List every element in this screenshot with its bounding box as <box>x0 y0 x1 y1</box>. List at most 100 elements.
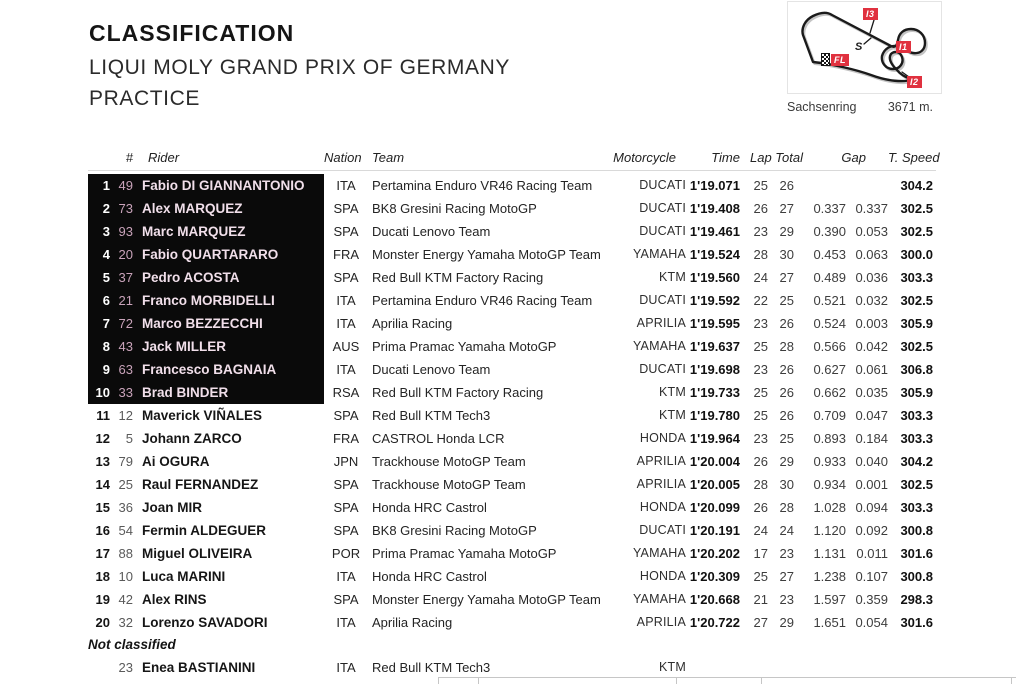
cell-team: Honda HRC Castrol <box>372 500 487 515</box>
cell-rider-name: Raul FERNANDEZ <box>142 477 259 492</box>
table-row: 3 93 Marc MARQUEZ SPA Ducati Lenovo Team… <box>88 220 936 243</box>
cell-nation: SPA <box>333 523 359 538</box>
cell-total: 28 <box>779 339 794 354</box>
cell-rider-name: Alex RINS <box>142 592 207 607</box>
cell-gap-previous: 0.036 <box>855 270 888 285</box>
cell-rider-number: 49 <box>112 174 134 197</box>
cell-total: 24 <box>779 523 794 538</box>
cell-position: 18 <box>95 569 110 584</box>
cell-nation: SPA <box>333 270 359 285</box>
cell-rider-name: Franco MORBIDELLI <box>134 289 324 312</box>
cell-gap-previous: 0.359 <box>855 592 888 607</box>
table-header-row: # Rider Nation Team Motorcycle Time Lap … <box>88 146 940 171</box>
cell-gap-first: 0.627 <box>813 362 846 377</box>
cell-motorcycle: APRILIA <box>636 316 686 330</box>
cell-motorcycle: DUCATI <box>639 362 686 376</box>
cell-time: 1'19.560 <box>689 270 740 285</box>
cell-position: 17 <box>95 546 110 561</box>
cell-motorcycle: YAMAHA <box>632 247 686 261</box>
cell-rider-number: 93 <box>112 220 134 243</box>
cell-rider-name: Brad BINDER <box>134 381 324 404</box>
cell-top-speed: 303.3 <box>900 270 933 285</box>
cell-motorcycle: KTM <box>659 660 686 674</box>
cell-nation: ITA <box>336 615 356 630</box>
cell-team: Trackhouse MotoGP Team <box>372 454 526 469</box>
cell-total <box>768 656 794 679</box>
track-caption: Sachsenring 3671 m. <box>787 100 933 114</box>
cell-position: 13 <box>95 454 110 469</box>
cell-nation: ITA <box>336 569 356 584</box>
cell-rider-number: 20 <box>112 243 134 266</box>
table-row: 1 49 Fabio DI GIANNANTONIO ITA Pertamina… <box>88 174 936 197</box>
cell-position: 8 <box>88 335 112 358</box>
cell-motorcycle: YAMAHA <box>632 546 686 560</box>
cell-rider-name: Enea BASTIANINI <box>142 660 256 675</box>
table-row: 17 88 Miguel OLIVEIRA POR Prima Pramac Y… <box>88 542 936 565</box>
cell-rider-number: 32 <box>118 615 133 630</box>
cell-rider-name: Francesco BAGNAIA <box>134 358 324 381</box>
cell-total: 30 <box>779 247 794 262</box>
cell-top-speed: 306.8 <box>900 362 933 377</box>
cell-gap-first: 0.709 <box>813 408 846 423</box>
cell-rider-number: 5 <box>125 431 133 446</box>
cell-top-speed: 301.6 <box>900 546 933 561</box>
col-nation: Nation <box>324 150 362 165</box>
cell-time <box>686 656 740 679</box>
cell-gap-first: 1.651 <box>813 615 846 630</box>
cell-time: 1'19.698 <box>689 362 740 377</box>
cell-motorcycle: DUCATI <box>639 293 686 307</box>
cell-total: 23 <box>779 546 794 561</box>
cell-gap-first: 0.390 <box>813 224 846 239</box>
sector-label-i2: I2 <box>907 76 922 88</box>
cell-nation: ITA <box>336 316 356 331</box>
table-row: 10 33 Brad BINDER RSA Red Bull KTM Facto… <box>88 381 936 404</box>
cell-top-speed: 303.3 <box>900 408 933 423</box>
cell-motorcycle: HONDA <box>639 569 686 583</box>
cell-motorcycle: DUCATI <box>639 178 686 192</box>
cell-rider-number: 72 <box>112 312 134 335</box>
cell-lap: 17 <box>753 546 768 561</box>
cell-gap-first: 1.028 <box>813 500 846 515</box>
cell-nation: SPA <box>333 224 359 239</box>
cell-gap-first: 0.566 <box>813 339 846 354</box>
cell-gap-previous: 0.337 <box>855 201 888 216</box>
cell-team: Trackhouse MotoGP Team <box>372 477 526 492</box>
cell-rider-number: 63 <box>112 358 134 381</box>
cell-lap: 25 <box>753 339 768 354</box>
cell-position: 6 <box>88 289 112 312</box>
cell-total: 26 <box>779 408 794 423</box>
table-row: 12 5 Johann ZARCO FRA CASTROL Honda LCR … <box>88 427 936 450</box>
cell-motorcycle: DUCATI <box>639 201 686 215</box>
cell-top-speed: 304.2 <box>900 178 933 193</box>
speed-trap-label: S <box>855 41 863 53</box>
cell-nation: ITA <box>336 293 356 308</box>
cell-team: Red Bull KTM Tech3 <box>372 408 491 423</box>
cell-top-speed: 304.2 <box>900 454 933 469</box>
cell-lap <box>740 656 768 679</box>
cell-position: 16 <box>95 523 110 538</box>
cell-position: 2 <box>88 197 112 220</box>
cell-rider-name: Luca MARINI <box>142 569 226 584</box>
cell-position: 11 <box>96 408 110 423</box>
track-name: Sachsenring <box>787 100 857 114</box>
cell-position <box>88 656 112 679</box>
cell-rider-number: 25 <box>118 477 133 492</box>
cell-rider-name: Fabio QUARTARARO <box>134 243 324 266</box>
cell-rider-name: Johann ZARCO <box>142 431 242 446</box>
cell-time: 1'20.668 <box>689 592 740 607</box>
cell-motorcycle: KTM <box>659 408 686 422</box>
cell-gap-previous: 0.035 <box>855 385 888 400</box>
cell-top-speed: 303.3 <box>900 431 933 446</box>
cell-top-speed: 305.9 <box>900 316 933 331</box>
cell-team: BK8 Gresini Racing MotoGP <box>372 523 537 538</box>
cell-total: 27 <box>779 270 794 285</box>
cell-gap-previous: 0.092 <box>855 523 888 538</box>
table-row: 19 42 Alex RINS SPA Monster Energy Yamah… <box>88 588 936 611</box>
cell-total: 26 <box>779 178 794 193</box>
cell-rider-number: 54 <box>118 523 133 538</box>
cell-total: 29 <box>779 224 794 239</box>
cell-total: 25 <box>779 431 794 446</box>
cell-time: 1'20.202 <box>689 546 740 561</box>
classification-table: # Rider Nation Team Motorcycle Time Lap … <box>88 146 940 679</box>
table-row: 9 63 Francesco BAGNAIA ITA Ducati Lenovo… <box>88 358 936 381</box>
